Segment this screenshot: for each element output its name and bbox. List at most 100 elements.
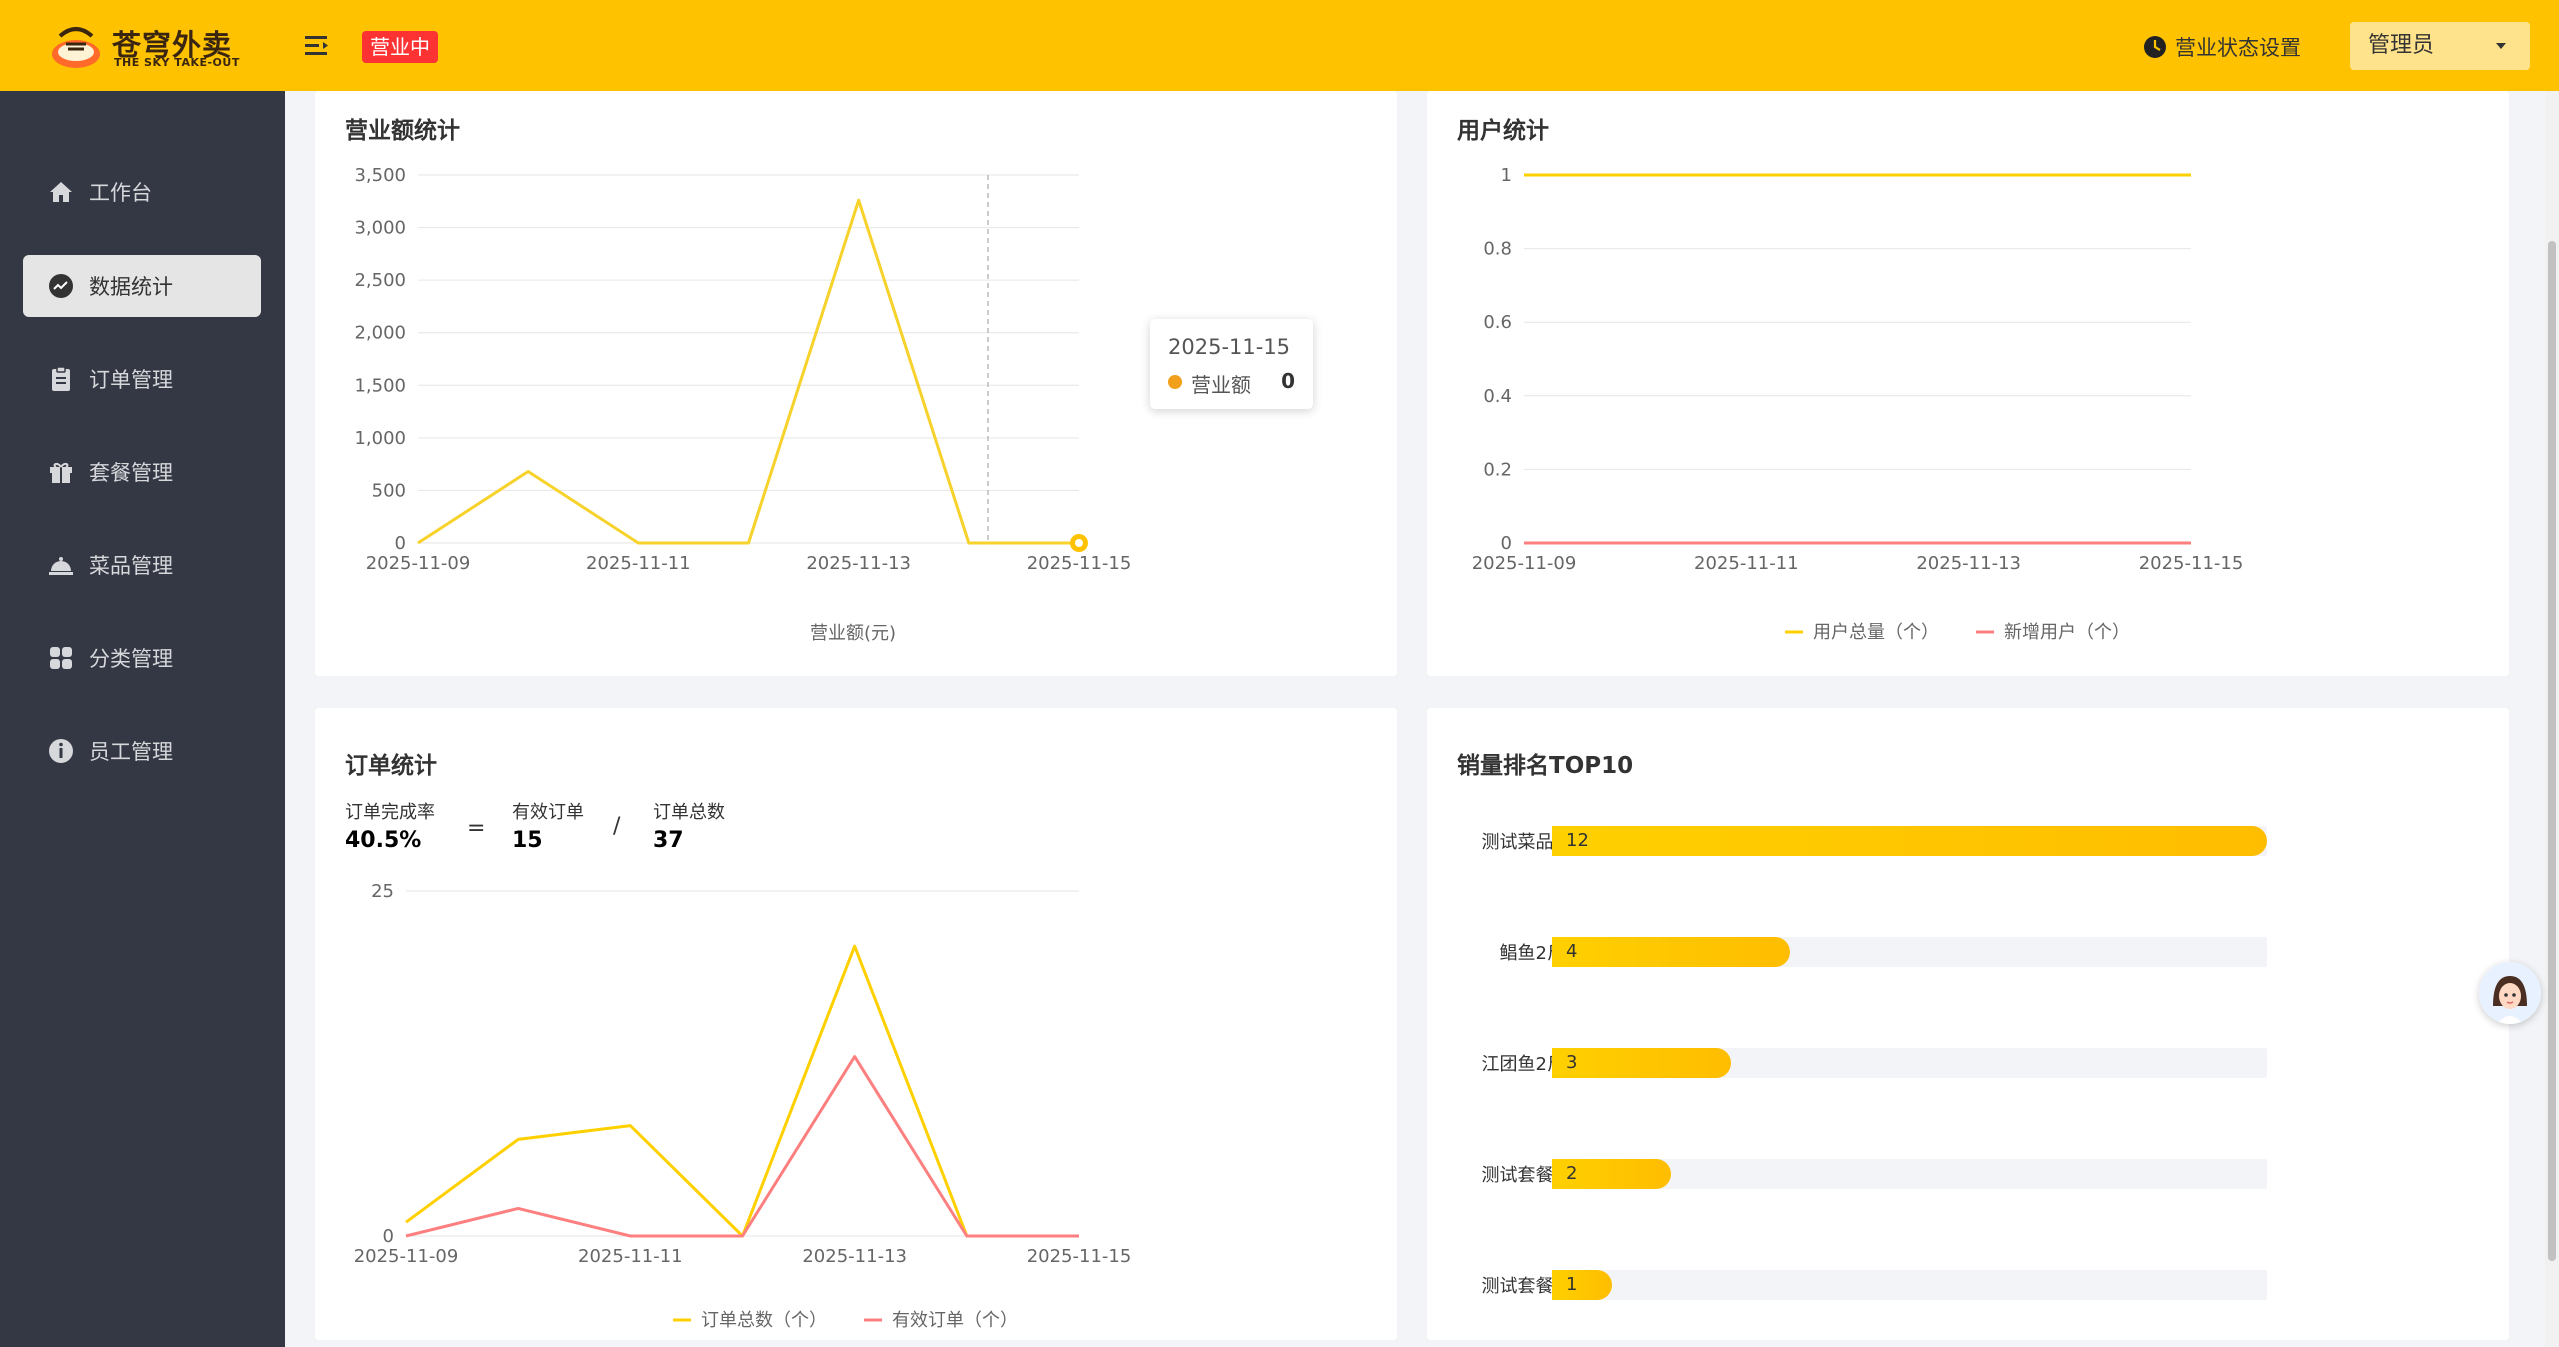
ranking-bar: 3 [1552, 1048, 1731, 1078]
page-scrollbar[interactable] [2545, 91, 2559, 1347]
y-tick-label: 1 [1501, 165, 1512, 186]
y-tick-label: 3,000 [354, 218, 406, 239]
y-tick-label: 0.4 [1483, 386, 1512, 407]
y-tick-label: 1,500 [354, 375, 406, 396]
orders-chart[interactable]: 0 25 2025-11-09 2025-11-11 2025-11-13 2025-11… [315, 708, 1397, 1340]
sidebar-item-setmeals[interactable]: 套餐管理 [23, 441, 261, 503]
series-line [417, 198, 1079, 545]
cloche-icon [47, 551, 75, 579]
sidebar-item-employees[interactable]: 员工管理 [23, 720, 261, 782]
y-tick-label: 3,500 [354, 165, 406, 186]
equals-sign: = [467, 816, 486, 841]
orders-title: 订单统计 [345, 753, 437, 779]
ranking-bar: 12 [1552, 826, 2267, 856]
x-tick-label: 2025-11-09 [354, 1246, 459, 1267]
series-line [405, 1055, 1079, 1238]
x-tick-label: 2025-11-13 [802, 1246, 907, 1267]
grid-icon [47, 644, 75, 672]
sidebar-item-label: 员工管理 [89, 740, 173, 764]
ranking-item-name: 江团鱼2斤 [1481, 1054, 1565, 1075]
completion-rate-value: 40.5% [345, 828, 422, 853]
users-card: 用户统计 0 0.2 0.4 0.6 0.8 1 2025-11-09 2025-11-11 2… [1427, 91, 2509, 676]
logo-title: 苍穹外卖 [112, 28, 233, 62]
series-dot-icon [1168, 375, 1182, 389]
completion-rate-label: 订单完成率 [345, 802, 435, 823]
x-tick-label: 2025-11-11 [1694, 553, 1799, 574]
info-icon [47, 737, 75, 765]
sidebar-item-label: 订单管理 [89, 368, 173, 392]
users-title: 用户统计 [1457, 118, 1549, 144]
sidebar-item-workbench[interactable]: 工作台 [23, 161, 261, 223]
x-tick-label: 2025-11-11 [578, 1246, 683, 1267]
x-tick-label: 2025-11-09 [1472, 553, 1577, 574]
clock-icon [2144, 36, 2166, 58]
y-tick-label: 25 [371, 881, 394, 902]
series-line [405, 944, 1079, 1238]
ranking-item-name: 测试菜品6 [1481, 832, 1565, 853]
avatar-icon [2479, 962, 2541, 1024]
ranking-bar-track: 12 [1552, 826, 2267, 856]
revenue-title: 营业额统计 [345, 118, 460, 144]
y-tick-label: 2,500 [354, 270, 406, 291]
ranking-bar: 4 [1552, 937, 1791, 967]
status-setting-button[interactable]: 营业状态设置 [2143, 30, 2301, 64]
ranking-bar-track: 2 [1552, 1159, 2267, 1189]
x-tick-label: 2025-11-15 [1027, 553, 1132, 574]
y-tick-label: 1,000 [354, 428, 406, 449]
sidebar: 工作台 数据统计 订单管理 套餐管理 菜品管理 分类管理 员工管理 [0, 91, 285, 1347]
home-icon [47, 178, 75, 206]
sidebar-item-label: 工作台 [89, 181, 152, 205]
sidebar-item-dishes[interactable]: 菜品管理 [23, 534, 261, 596]
y-tick-label: 0 [395, 533, 406, 554]
sidebar-item-label: 菜品管理 [89, 554, 173, 578]
scrollbar-thumb[interactable] [2548, 241, 2556, 1261]
ranking-card: 销量排名TOP10 测试菜品6 12 鲳鱼2斤 4 江团鱼2斤 3 测试套餐1 2 测试套餐4 1 [1427, 708, 2509, 1340]
sidebar-item-categories[interactable]: 分类管理 [23, 627, 261, 689]
app-logo[interactable]: 苍穹外卖 THE SKY TAKE-OUT [50, 18, 245, 74]
assistant-avatar[interactable] [2479, 962, 2541, 1024]
x-tick-label: 2025-11-09 [366, 553, 471, 574]
ranking-row: 鲳鱼2斤 4 [1427, 937, 2507, 967]
logo-subtitle: THE SKY TAKE-OUT [114, 56, 240, 69]
x-axis-label: 营业额(元) [810, 623, 896, 644]
ranking-row: 测试套餐4 1 [1427, 1270, 2507, 1300]
ranking-item-name: 测试套餐1 [1481, 1165, 1565, 1186]
legend-label: 有效订单（个） [892, 1310, 1018, 1331]
gift-icon [47, 458, 75, 486]
ranking-row: 测试菜品6 12 [1427, 826, 2507, 856]
status-setting-label: 营业状态设置 [2175, 36, 2301, 60]
user-menu-dropdown[interactable]: 管理员 [2350, 22, 2530, 70]
clipboard-icon [47, 365, 75, 393]
x-tick-label: 2025-11-13 [1916, 553, 2021, 574]
ranking-title: 销量排名TOP10 [1457, 753, 1634, 779]
revenue-chart[interactable]: 0 500 1,000 1,500 2,000 2,500 3,000 3,500 2025-1… [315, 91, 1397, 676]
y-tick-label: 0 [383, 1226, 394, 1247]
total-orders-label: 订单总数 [653, 802, 725, 823]
valid-orders-value: 15 [512, 828, 543, 853]
legend-label: 用户总量（个） [1813, 622, 1939, 643]
sidebar-item-label: 分类管理 [89, 647, 173, 671]
legend-label: 新增用户（个） [2004, 622, 2130, 643]
ranking-bar-track: 4 [1552, 937, 2267, 967]
ranking-bar-value: 2 [1566, 1163, 1578, 1184]
y-tick-label: 500 [372, 480, 406, 501]
y-tick-label: 0 [1501, 533, 1512, 554]
users-chart[interactable]: 0 0.2 0.4 0.6 0.8 1 2025-11-09 2025-11-11 2025-1… [1427, 91, 2509, 676]
sidebar-item-label: 套餐管理 [89, 461, 173, 485]
menu-collapse-icon[interactable] [303, 32, 333, 60]
sidebar-item-orders[interactable]: 订单管理 [23, 348, 261, 410]
divide-sign: / [613, 814, 621, 839]
sidebar-item-statistics[interactable]: 数据统计 [23, 255, 261, 317]
tooltip-value: 0 [1281, 369, 1295, 393]
ranking-bar-value: 1 [1566, 1274, 1578, 1295]
revenue-card: 营业额统计 0 500 1,000 1,500 2,000 2,500 3,000 3,500… [315, 91, 1397, 676]
chart-tooltip: 2025-11-15 营业额 0 [1150, 319, 1313, 409]
logo-icon [52, 27, 100, 68]
top-header: 苍穹外卖 THE SKY TAKE-OUT 营业中 营业状态设置 管理员 [0, 0, 2559, 91]
sidebar-item-label: 数据统计 [89, 275, 173, 299]
ranking-bar: 2 [1552, 1159, 1672, 1189]
caret-down-icon [2496, 43, 2506, 49]
ranking-bar-track: 3 [1552, 1048, 2267, 1078]
ranking-item-name: 鲳鱼2斤 [1499, 943, 1565, 964]
x-tick-label: 2025-11-11 [586, 553, 691, 574]
